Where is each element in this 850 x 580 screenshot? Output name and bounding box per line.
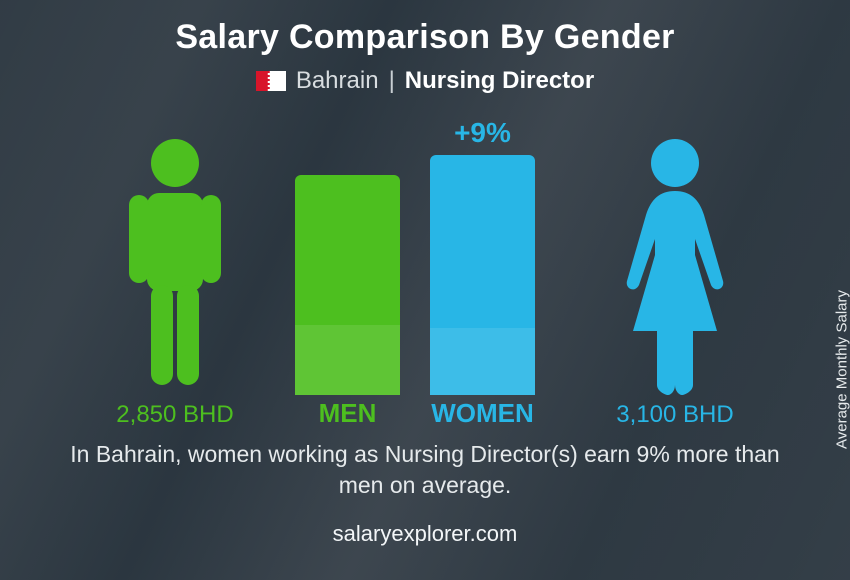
job-title: Nursing Director — [405, 67, 594, 95]
y-axis-label: Average Monthly Salary — [834, 290, 850, 449]
infographic-container: Salary Comparison By Gender Bahrain | Nu… — [0, 0, 850, 580]
source-footer: salaryexplorer.com — [0, 521, 850, 547]
bahrain-flag-icon — [256, 71, 286, 91]
female-figure-icon — [615, 135, 735, 395]
pct-diff-label: +9% — [430, 117, 535, 149]
country-label: Bahrain — [296, 67, 379, 95]
separator: | — [389, 67, 395, 95]
description-text: In Bahrain, women working as Nursing Dir… — [0, 435, 850, 501]
page-title: Salary Comparison By Gender — [0, 0, 850, 57]
comparison-chart: +9% MEN WOMEN 2,850 BHD 3,100 BHD — [75, 105, 775, 435]
bar-men — [295, 175, 400, 395]
bar-women — [430, 155, 535, 395]
subtitle-row: Bahrain | Nursing Director — [0, 67, 850, 95]
bar-label-men: MEN — [295, 398, 400, 429]
salary-women: 3,100 BHD — [585, 401, 765, 429]
male-figure-icon — [115, 135, 235, 395]
bar-label-women: WOMEN — [430, 398, 535, 429]
salary-men: 2,850 BHD — [85, 401, 265, 429]
